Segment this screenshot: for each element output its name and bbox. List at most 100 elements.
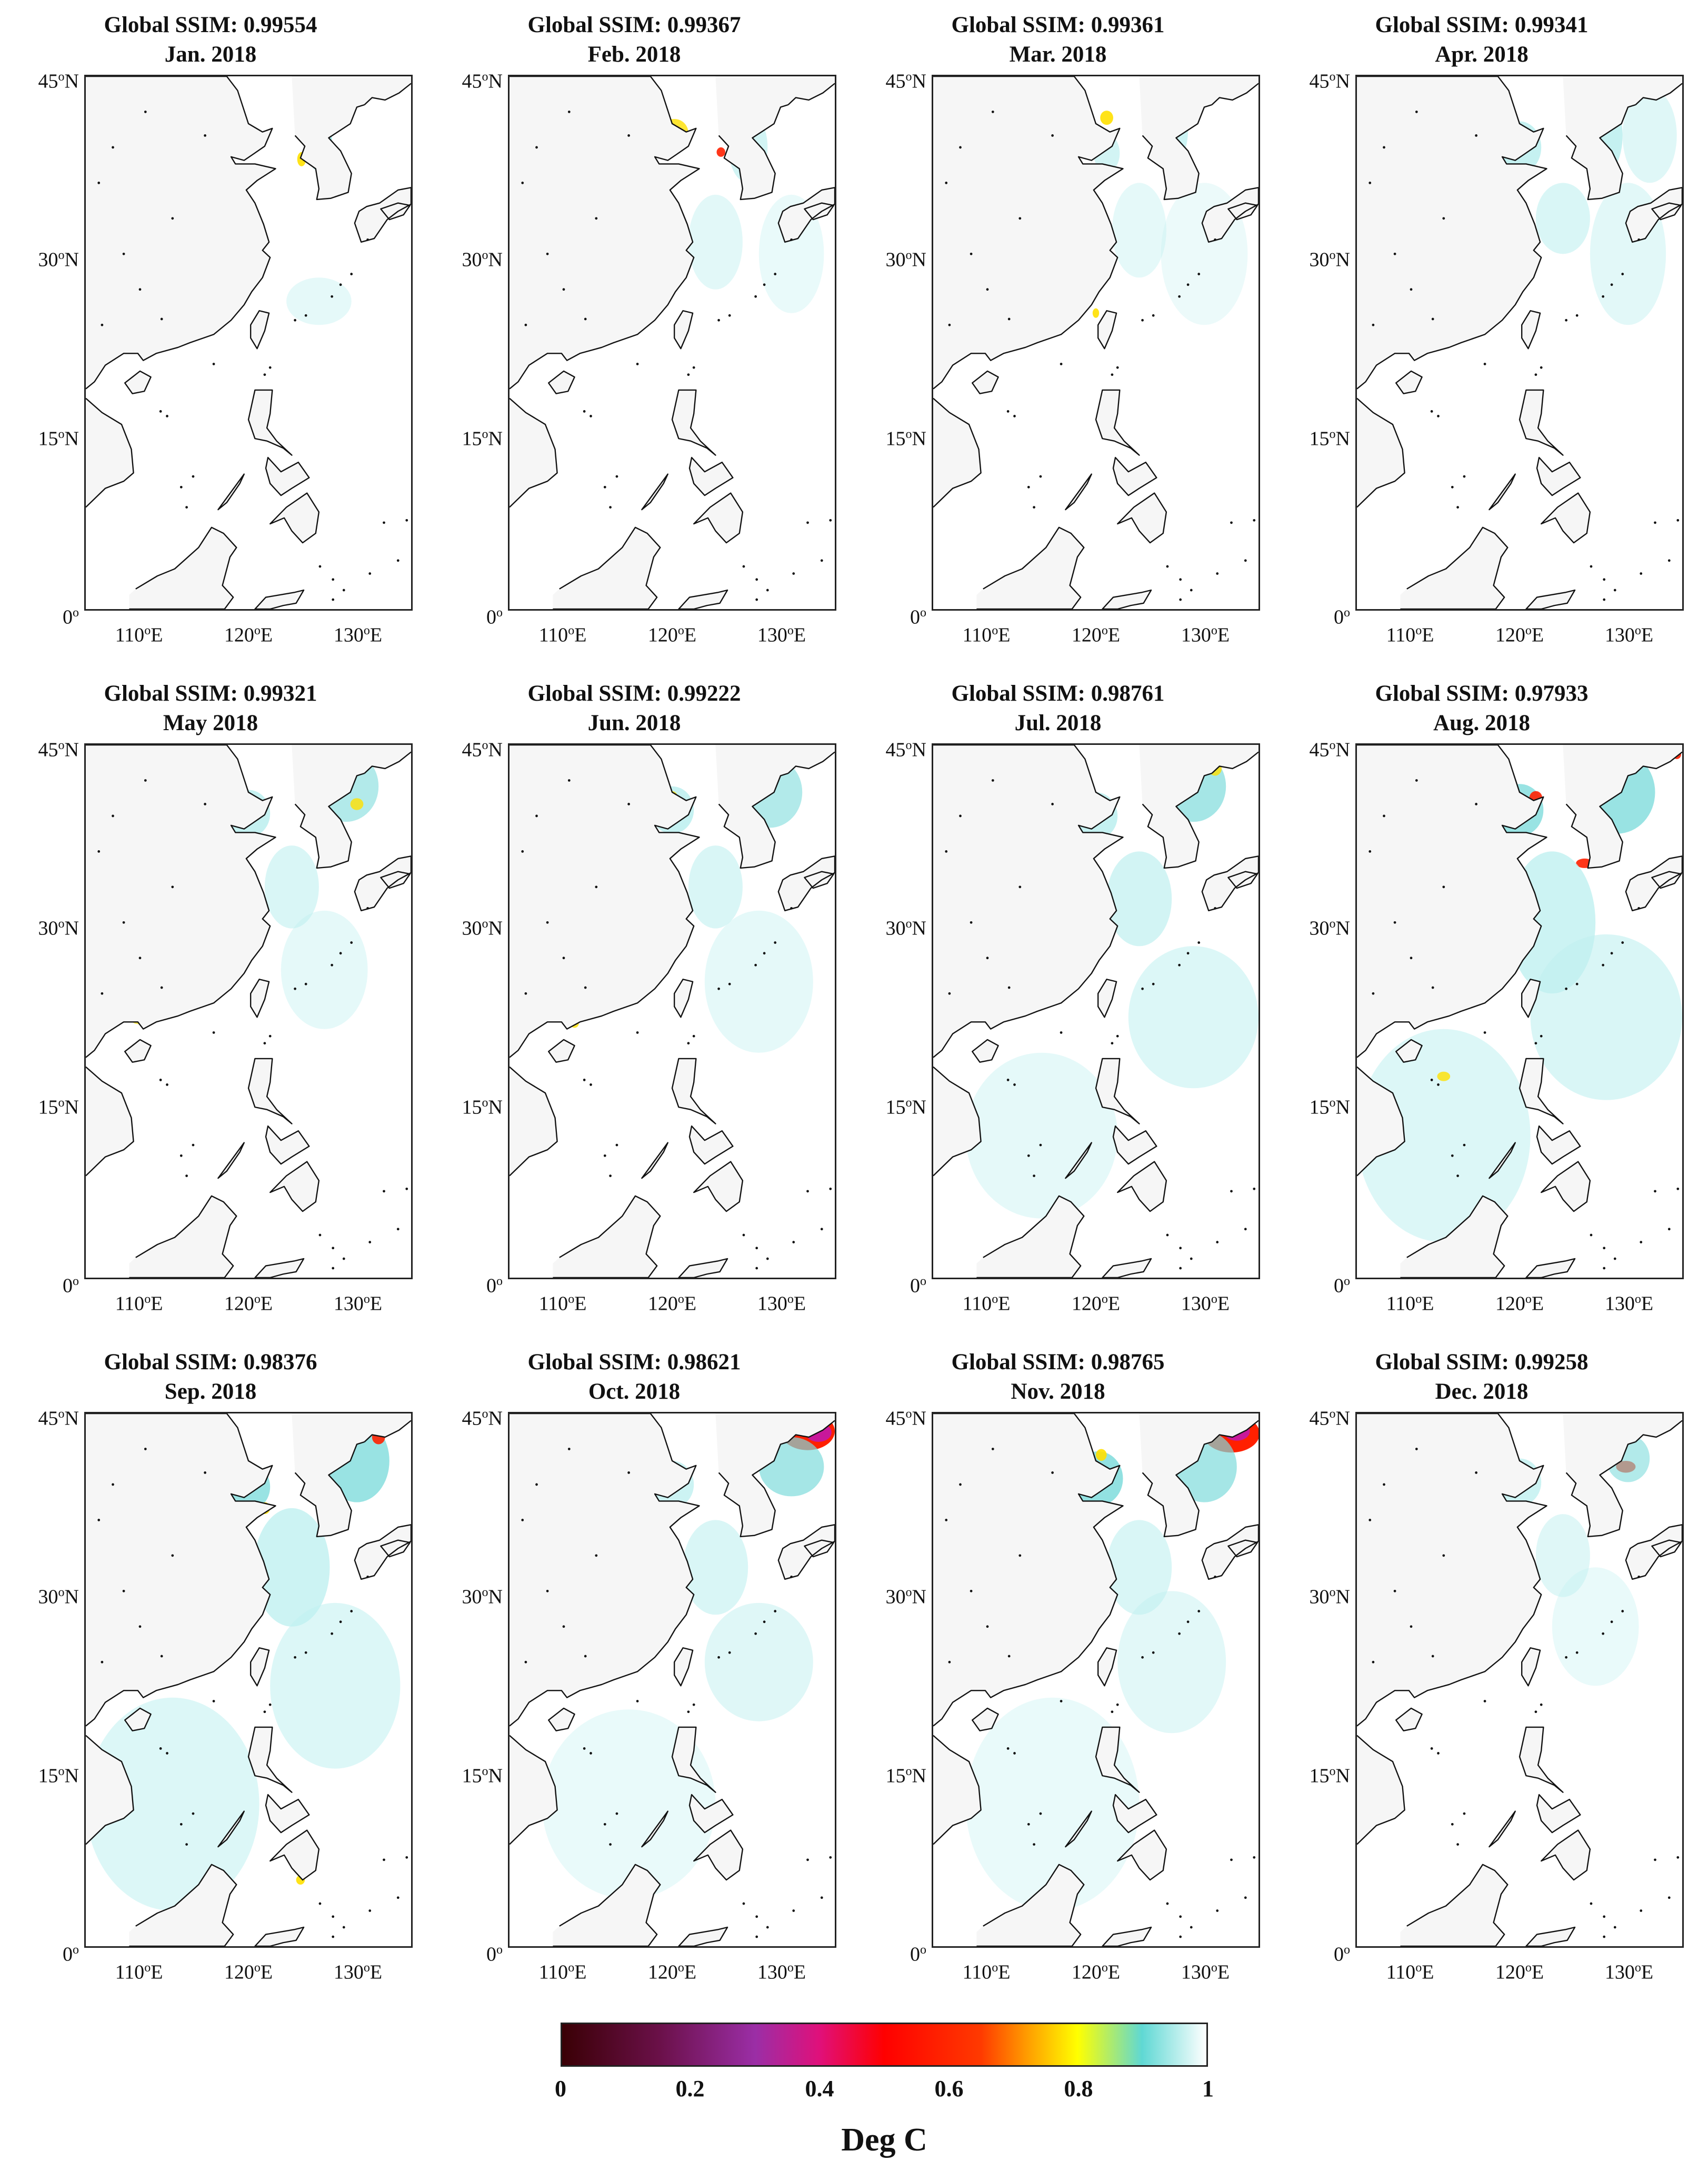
- islands: [97, 1448, 408, 1938]
- coastline: [933, 1413, 1258, 1946]
- map-panel: Global SSIM: 0.99258 Dec. 2018 45oN 30oN 15o…: [1271, 1348, 1692, 2016]
- longitude-tick-label: 110oE: [115, 624, 163, 646]
- panel-ssim-title: Global SSIM: 0.99361: [951, 13, 1165, 37]
- sst-anomaly-map: [86, 1413, 411, 1946]
- anomaly-patch: [264, 845, 319, 929]
- panel-month-title: Jul. 2018: [1014, 711, 1102, 735]
- land: [1357, 1413, 1682, 1946]
- panel-ssim-title: Global SSIM: 0.99222: [527, 681, 741, 706]
- longitude-tick-label: 110oE: [115, 1292, 163, 1315]
- islands: [945, 779, 1256, 1270]
- longitude-tick-label: 110oE: [1386, 624, 1434, 646]
- coastline: [1357, 76, 1682, 609]
- anomaly-patch: [281, 910, 368, 1029]
- anomaly-patch: [1106, 1520, 1172, 1615]
- latitude-tick-label: 0o: [1334, 606, 1350, 629]
- map-panel: Global SSIM: 0.98376 Sep. 2018 45oN 30oN 15o…: [0, 1348, 421, 2016]
- anomaly-patch: [1530, 934, 1682, 1100]
- panel-ssim-title: Global SSIM: 0.98376: [104, 1350, 317, 1375]
- longitude-tick-label: 110oE: [538, 624, 587, 646]
- anomaly-patch: [86, 1697, 259, 1911]
- islands: [521, 1448, 832, 1938]
- anomaly-patch: [1535, 1514, 1590, 1597]
- latitude-tick-label: 0o: [1334, 1943, 1350, 1966]
- longitude-tick-label: 110oE: [538, 1292, 587, 1315]
- anomaly-patch: [1552, 1567, 1639, 1686]
- anomaly-patch: [1535, 183, 1590, 254]
- latitude-tick-label: 0o: [1334, 1274, 1350, 1297]
- anomaly-patch: [683, 1520, 748, 1615]
- latitude-tick-label: 30oN: [462, 1586, 503, 1608]
- sst-anomaly-map: [1357, 745, 1682, 1278]
- anomaly-patch: [1128, 946, 1258, 1089]
- map-frame: [84, 1412, 413, 1948]
- panel-month-title: Feb. 2018: [587, 42, 681, 67]
- longitude-tick-label: 130oE: [333, 1961, 383, 1984]
- islands: [1369, 779, 1680, 1270]
- longitude-tick-label: 120oE: [647, 1961, 697, 1984]
- panel-month-title: May 2018: [163, 711, 258, 735]
- anomaly-patch: [350, 798, 364, 810]
- map-panel: Global SSIM: 0.99222 Jun. 2018 45oN 30oN 15o…: [424, 679, 845, 1348]
- panel-month-title: Aug. 2018: [1433, 711, 1530, 735]
- anomaly-patch: [704, 1602, 813, 1721]
- latitude-tick-label: 45oN: [885, 1407, 926, 1430]
- latitude-tick-label: 45oN: [38, 70, 79, 93]
- longitude-tick-label: 130oE: [1181, 1292, 1230, 1315]
- panel-ssim-title: Global SSIM: 0.99367: [527, 13, 741, 37]
- latitude-tick-label: 15oN: [462, 1764, 503, 1787]
- latitude-tick-label: 30oN: [38, 917, 79, 940]
- coastline: [86, 76, 411, 609]
- panel-month-title: Mar. 2018: [1009, 42, 1107, 67]
- latitude-tick-label: 0o: [910, 606, 926, 629]
- sst-anomaly-map: [510, 76, 835, 609]
- sst-anomaly-map: [1357, 76, 1682, 609]
- map-frame: [1355, 75, 1684, 611]
- anomaly-patch: [1092, 308, 1100, 318]
- panel-ssim-title: Global SSIM: 0.99341: [1375, 13, 1589, 37]
- longitude-tick-label: 120oE: [1071, 624, 1121, 646]
- islands: [521, 779, 832, 1270]
- coastline: [86, 1413, 411, 1946]
- sst-anomaly-map: [86, 745, 411, 1278]
- longitude-tick-label: 120oE: [647, 1292, 697, 1315]
- latitude-tick-label: 45oN: [462, 1407, 503, 1430]
- latitude-tick-label: 0o: [63, 1943, 79, 1966]
- latitude-tick-label: 30oN: [1309, 248, 1350, 271]
- latitude-tick-label: 15oN: [38, 1764, 79, 1787]
- longitude-tick-label: 120oE: [1071, 1292, 1121, 1315]
- latitude-tick-label: 45oN: [1309, 70, 1350, 93]
- land: [1357, 76, 1682, 609]
- latitude-tick-label: 45oN: [1309, 739, 1350, 761]
- colorbar: [561, 2023, 1208, 2067]
- latitude-tick-label: 0o: [910, 1943, 926, 1966]
- map-frame: [932, 1412, 1260, 1948]
- latitude-tick-label: 15oN: [885, 1096, 926, 1119]
- longitude-tick-label: 120oE: [647, 624, 697, 646]
- latitude-tick-label: 45oN: [462, 739, 503, 761]
- coastline: [510, 76, 835, 609]
- map-panel: Global SSIM: 0.99341 Apr. 2018 45oN 30oN 15o…: [1271, 11, 1692, 679]
- anomaly-patch: [688, 845, 743, 929]
- anomaly-patch: [965, 1697, 1140, 1911]
- anomaly-patch: [286, 277, 352, 325]
- map-frame: [1355, 1412, 1684, 1948]
- latitude-tick-label: 15oN: [462, 427, 503, 450]
- colorbar-label: Deg C: [841, 2122, 927, 2158]
- colorbar-tick-label: 0.6: [934, 2076, 964, 2102]
- colorbar-tick-label: 0.2: [675, 2076, 705, 2102]
- latitude-tick-label: 30oN: [1309, 1586, 1350, 1608]
- longitude-tick-label: 120oE: [1495, 624, 1544, 646]
- latitude-tick-label: 30oN: [1309, 917, 1350, 940]
- panel-month-title: Jan. 2018: [164, 42, 257, 67]
- anomaly-patch: [965, 1052, 1118, 1219]
- coastline: [510, 1413, 835, 1946]
- map-frame: [932, 75, 1260, 611]
- latitude-tick-label: 15oN: [38, 427, 79, 450]
- longitude-tick-label: 130oE: [757, 624, 806, 646]
- colorbar-tick-label: 0: [555, 2076, 566, 2102]
- latitude-tick-label: 15oN: [885, 1764, 926, 1787]
- panel-ssim-title: Global SSIM: 0.99554: [104, 13, 317, 37]
- latitude-tick-label: 30oN: [38, 1586, 79, 1608]
